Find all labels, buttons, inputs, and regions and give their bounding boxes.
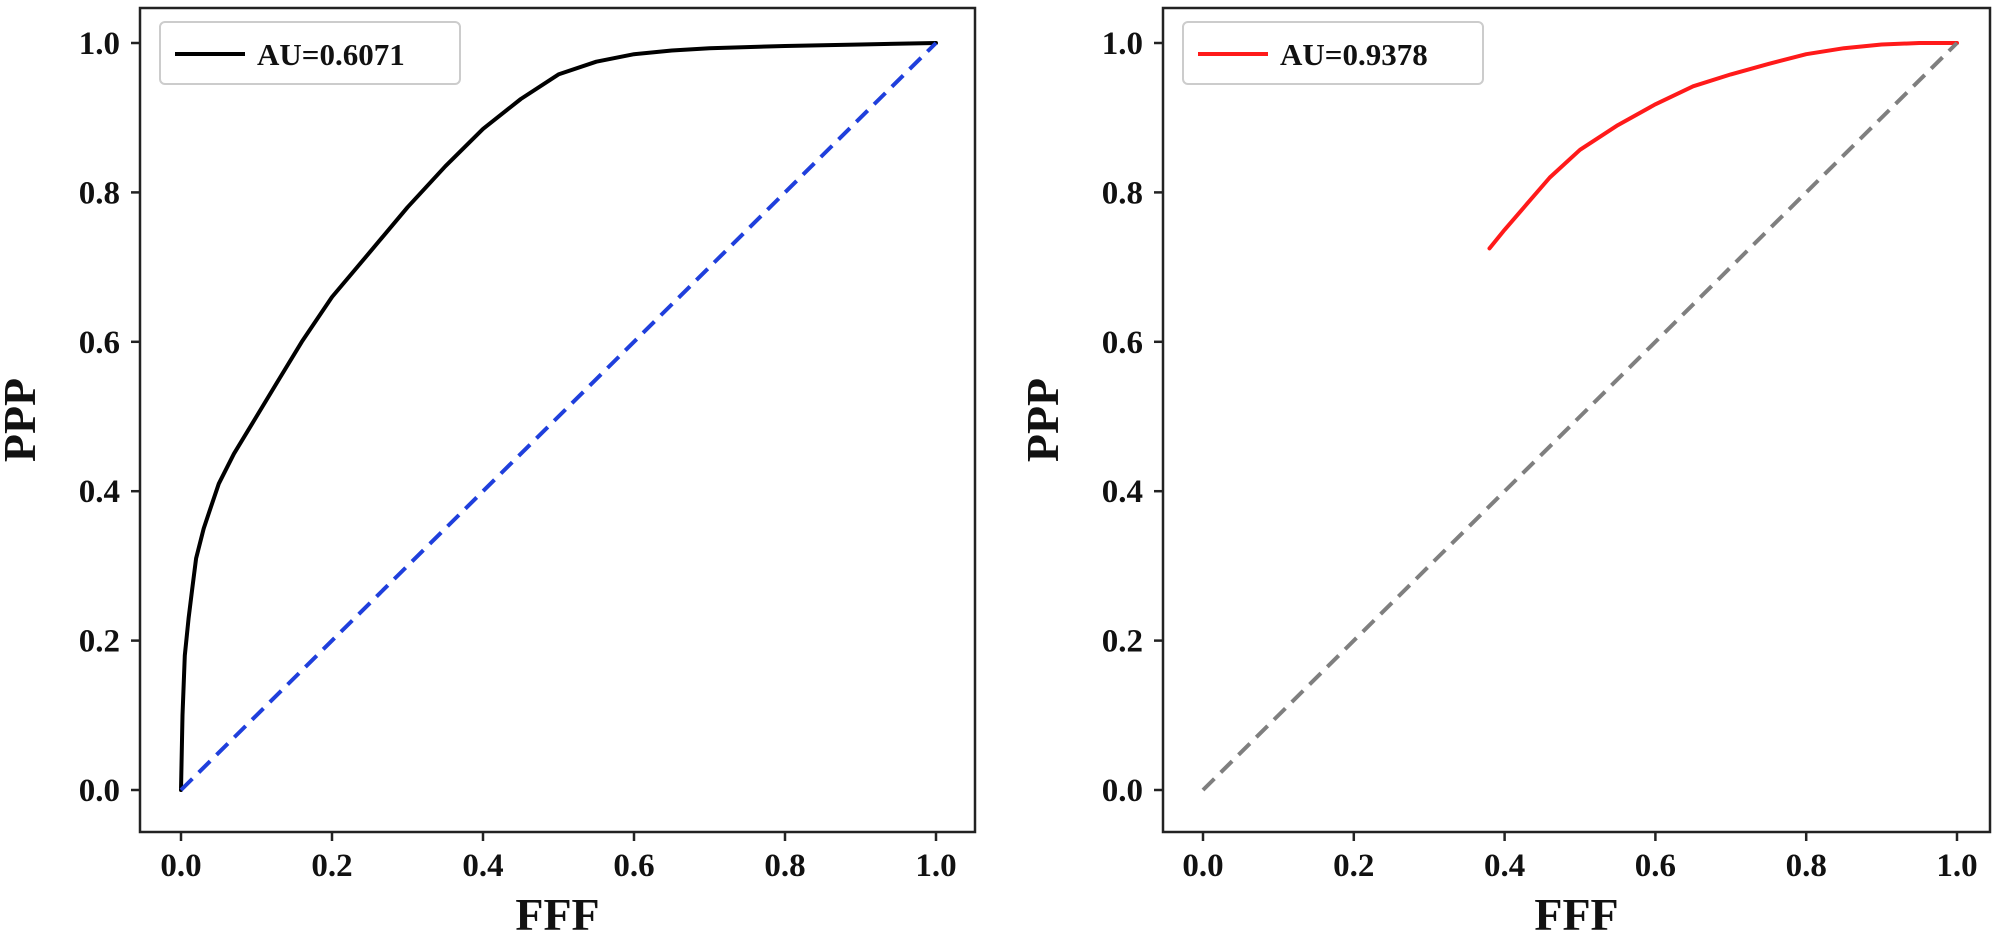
x-tick-label: 0.2 — [1333, 848, 1374, 884]
legend-label: AU=0.9378 — [1280, 37, 1428, 72]
y-tick-label: 0.8 — [79, 175, 120, 211]
x-tick-label: 0.0 — [160, 848, 201, 884]
x-tick-label: 0.8 — [1786, 848, 1827, 884]
y-tick-label: 0.4 — [79, 474, 120, 510]
x-tick-label: 0.0 — [1182, 848, 1223, 884]
legend-box — [1182, 21, 1484, 85]
y-tick-label: 1.0 — [1102, 26, 1143, 62]
diagonal-reference-line — [1201, 41, 1959, 792]
x-axis-label: FFF — [515, 889, 599, 940]
chart-panel-2: 0.0 0.2 0.4 0.6 0.8 1.0 0.0 0.2 0.4 0.6 0.8 1.0 FFF P… — [1017, 6, 1992, 940]
y-tick-label: 0.6 — [1102, 325, 1143, 361]
x-axis-label: FFF — [1534, 889, 1618, 940]
y-tick-label: 0.4 — [1102, 474, 1143, 510]
y-tick-label: 0.6 — [79, 325, 120, 361]
x-tick-label: 0.6 — [613, 848, 654, 884]
x-tick-label: 0.2 — [311, 848, 352, 884]
y-axis-label: PPP — [1017, 378, 1068, 462]
plot-frame — [138, 6, 977, 834]
legend-box — [159, 21, 461, 85]
roc-curve — [179, 41, 938, 792]
x-tick-label: 0.8 — [764, 848, 805, 884]
y-tick-label: 0.0 — [79, 773, 120, 809]
x-tick-label: 0.4 — [462, 848, 503, 884]
x-tick-label: 1.0 — [1936, 848, 1977, 884]
x-tick-label: 0.4 — [1484, 848, 1525, 884]
legend-label: AU=0.6071 — [257, 37, 405, 72]
chart-panel-1: 0.0 0.2 0.4 0.6 0.8 1.0 0.0 0.2 0.4 0.6 0.8 1.0 FFF P… — [0, 6, 977, 940]
y-tick-label: 0.2 — [1102, 624, 1143, 660]
y-tick-label: 0.2 — [79, 624, 120, 660]
legend: AU=0.6071 — [159, 21, 461, 85]
diagonal-reference-line — [179, 41, 938, 792]
x-tick-label: 1.0 — [915, 848, 956, 884]
y-axis-label: PPP — [0, 378, 45, 462]
y-tick-label: 0.0 — [1102, 773, 1143, 809]
plot-frame — [1161, 6, 1992, 834]
legend: AU=0.9378 — [1182, 21, 1484, 85]
roc-curve — [1487, 41, 1959, 251]
y-tick-label: 0.8 — [1102, 175, 1143, 211]
x-tick-label: 0.6 — [1635, 848, 1676, 884]
y-tick-label: 1.0 — [79, 26, 120, 62]
